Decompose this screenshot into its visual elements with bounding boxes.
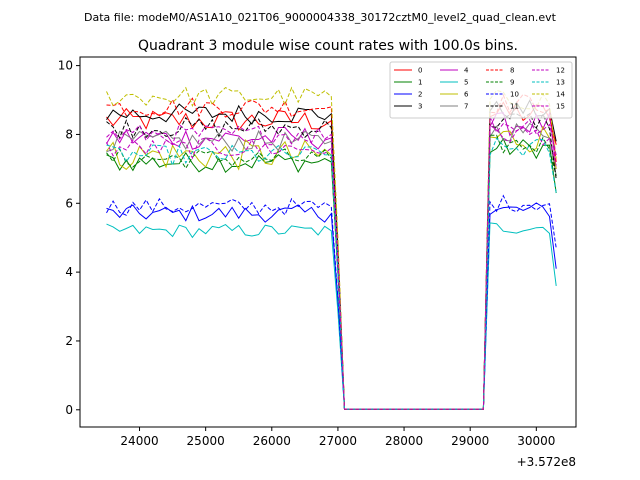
x-tick-label: 27000 — [319, 434, 357, 448]
x-tick-label: 26000 — [253, 434, 291, 448]
series-line-8 — [106, 93, 557, 410]
legend-label-8: 8 — [510, 67, 514, 75]
legend-label-11: 11 — [510, 103, 519, 111]
legend-label-14: 14 — [556, 91, 565, 99]
x-tick-label: 25000 — [187, 434, 225, 448]
legend-label-7: 7 — [464, 103, 468, 111]
legend-label-0: 0 — [418, 67, 422, 75]
y-tick-label: 4 — [65, 265, 73, 279]
legend-label-4: 4 — [464, 67, 469, 75]
series-line-13 — [106, 137, 557, 410]
y-tick-label: 10 — [58, 59, 73, 73]
figure-suptitle: Data file: modeM0/AS1A10_021T06_90000043… — [84, 11, 557, 24]
legend-frame — [389, 61, 573, 119]
x-tick-label: 30000 — [517, 434, 555, 448]
series-layer — [106, 86, 557, 410]
axes-frame — [79, 56, 577, 428]
x-tick-label: 29000 — [451, 434, 489, 448]
x-tick-label: 28000 — [385, 434, 423, 448]
chart-title: Quadrant 3 module wise count rates with … — [138, 38, 518, 54]
y-tick-label: 0 — [65, 403, 73, 417]
x-axis-ticks: 24000 25000 26000 27000 28000 29000 30000 — [120, 427, 555, 448]
y-tick-label: 2 — [65, 334, 73, 348]
y-tick-label: 8 — [65, 127, 73, 141]
y-axis-ticks: 0 2 4 6 8 10 — [58, 59, 80, 417]
legend-label-1: 1 — [418, 79, 422, 87]
series-line-15 — [106, 116, 557, 410]
legend-label-3: 3 — [418, 103, 422, 111]
legend-label-12: 12 — [556, 67, 565, 75]
x-axis-offset-label: +3.572e8 — [517, 455, 576, 469]
legend-label-6: 6 — [464, 91, 469, 99]
series-line-14 — [106, 86, 557, 410]
legend-label-2: 2 — [418, 91, 422, 99]
legend-label-9: 9 — [510, 79, 514, 87]
x-tick-label: 24000 — [120, 434, 158, 448]
y-tick-label: 6 — [65, 196, 73, 210]
legend-label-10: 10 — [510, 91, 519, 99]
legend-label-5: 5 — [464, 79, 468, 87]
legend-label-15: 15 — [556, 103, 565, 111]
series-line-9 — [106, 134, 557, 410]
legend-label-13: 13 — [556, 79, 565, 87]
